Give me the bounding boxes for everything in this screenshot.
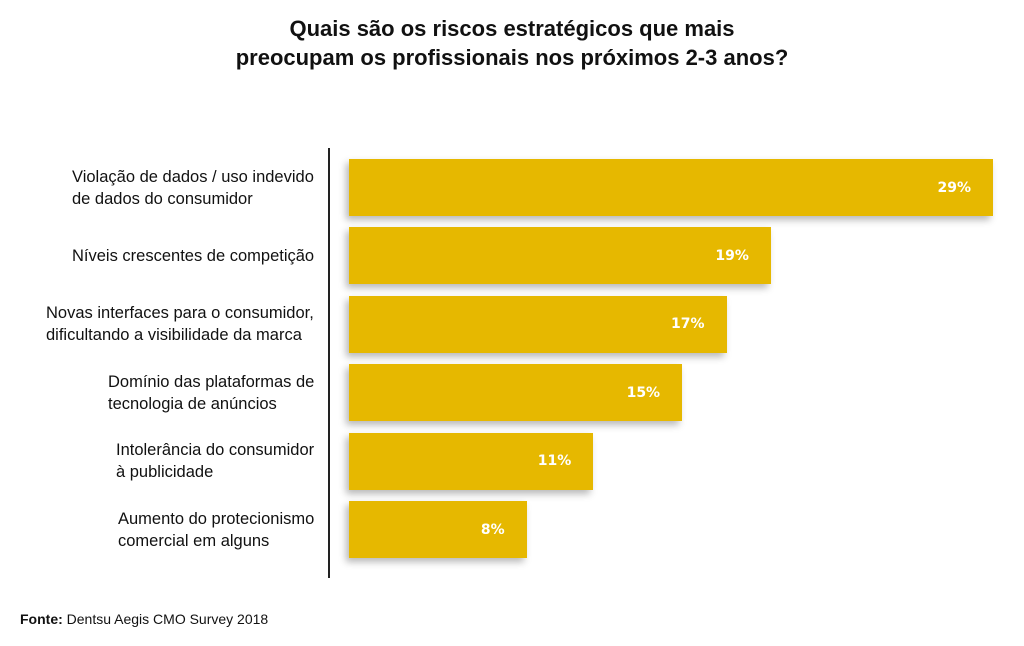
bar-2: 19% <box>349 227 771 285</box>
category-label-line: Aumento do protecionismo <box>118 509 315 528</box>
bar-value-label: 11% <box>537 453 572 470</box>
bar-6: 8% <box>349 501 527 558</box>
bar-value-label: 29% <box>937 179 971 196</box>
chart-title-line-1: Quais são os riscos estratégicos que mai… <box>289 16 735 41</box>
category-label-line: Níveis crescentes de competição <box>72 246 315 265</box>
category-label-line: Domínio das plataformas de <box>108 372 315 391</box>
category-label-line: Violação de dados / uso indevido <box>72 167 314 186</box>
category-label-line: tecnologia de anúncios <box>108 394 277 413</box>
category-label: Intolerância do consumidor à publicidade <box>116 439 314 483</box>
chart-title-line-2: preocupam os profissionais nos próximos … <box>235 45 789 70</box>
category-label: Aumento do protecionismo comercial em alg… <box>118 508 314 552</box>
category-label: Violação de dados / uso indevido de dados… <box>72 166 314 210</box>
category-label-line: Intolerância do consumidor <box>116 441 315 460</box>
source-prefix: Fonte: <box>20 611 63 627</box>
category-label-line: de dados do consumidor <box>72 189 253 208</box>
source-note: Fonte: Dentsu Aegis CMO Survey 2018 <box>20 611 268 627</box>
category-axis-line <box>328 148 330 578</box>
bar-3: 17% <box>349 295 727 353</box>
category-label-line: comercial em alguns <box>118 531 270 550</box>
bar-value-label: 19% <box>715 247 749 264</box>
category-label-line: Novas interfaces para o consumidor, <box>46 304 314 323</box>
bar-5: 11% <box>349 432 594 490</box>
bar-1: 29% <box>349 159 993 216</box>
bar-4: 15% <box>349 364 683 422</box>
bar-value-label: 17% <box>671 316 705 333</box>
source-text: Dentsu Aegis CMO Survey 2018 <box>62 611 269 627</box>
bar-value-label: 8% <box>480 521 505 538</box>
category-label-line: à publicidade <box>116 463 214 482</box>
category-label: Novas interfaces para o consumidor, dific… <box>46 302 314 346</box>
chart-title: Quais são os riscos estratégicos que mai… <box>0 14 1024 72</box>
category-label-line: dificultando a visibilidade da marca <box>46 326 302 345</box>
category-label: Domínio das plataformas de tecnologia de … <box>108 371 314 415</box>
bar-value-label: 15% <box>626 384 661 401</box>
category-label: Níveis crescentes de competição <box>72 245 314 267</box>
